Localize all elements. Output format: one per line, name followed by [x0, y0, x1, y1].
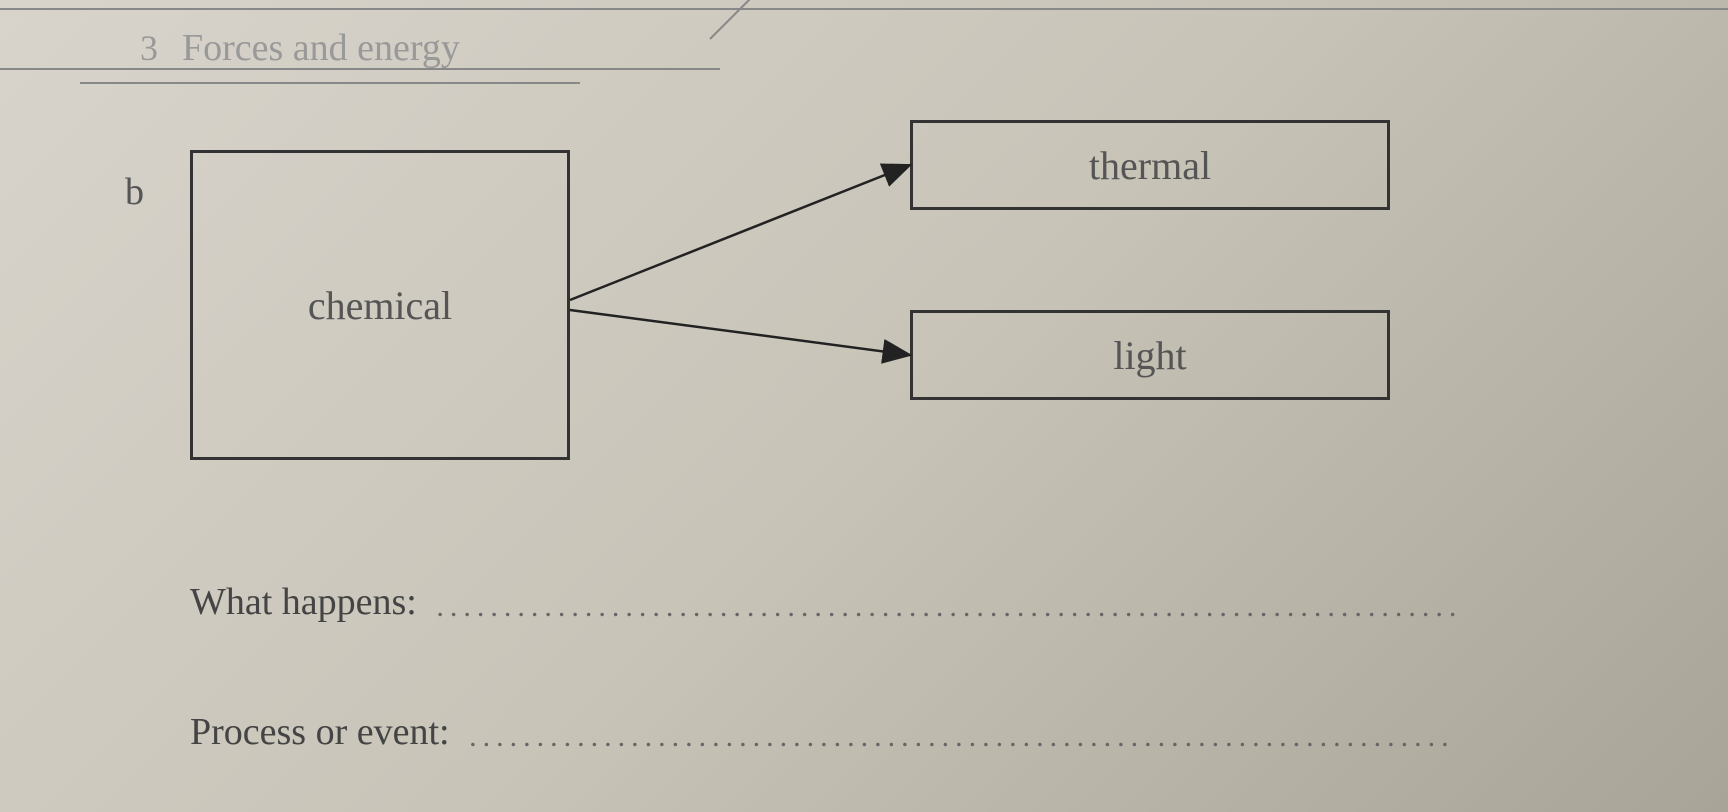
fill-label-1: What happens:: [190, 580, 417, 624]
node-light-label: light: [1113, 332, 1186, 379]
header-rule-top: [0, 8, 1728, 10]
fill-label-2: Process or event:: [190, 710, 450, 754]
node-chemical-label: chemical: [308, 282, 452, 329]
fill-dots-2[interactable]: ........................................…: [469, 720, 1455, 754]
worksheet-page: 3 Forces and energy b chemical thermal l…: [0, 0, 1728, 812]
chapter-header: 3 Forces and energy: [80, 18, 580, 84]
energy-diagram: chemical thermal light: [190, 120, 1590, 500]
fill-dots-1[interactable]: ........................................…: [436, 590, 1462, 624]
node-thermal-label: thermal: [1089, 142, 1211, 189]
header-rule-diagonal: [709, 0, 767, 40]
fill-line-what-happens: What happens: ..........................…: [190, 580, 1462, 624]
question-part-label: b: [125, 170, 144, 214]
edge-chemical-light: [570, 310, 910, 355]
edge-chemical-thermal: [570, 165, 910, 300]
node-light: light: [910, 310, 1390, 400]
chapter-title: Forces and energy: [182, 26, 460, 70]
fill-line-process-event: Process or event: ......................…: [190, 710, 1455, 754]
node-chemical: chemical: [190, 150, 570, 460]
chapter-number: 3: [140, 27, 158, 69]
node-thermal: thermal: [910, 120, 1390, 210]
header-rule-bottom: [0, 68, 720, 70]
